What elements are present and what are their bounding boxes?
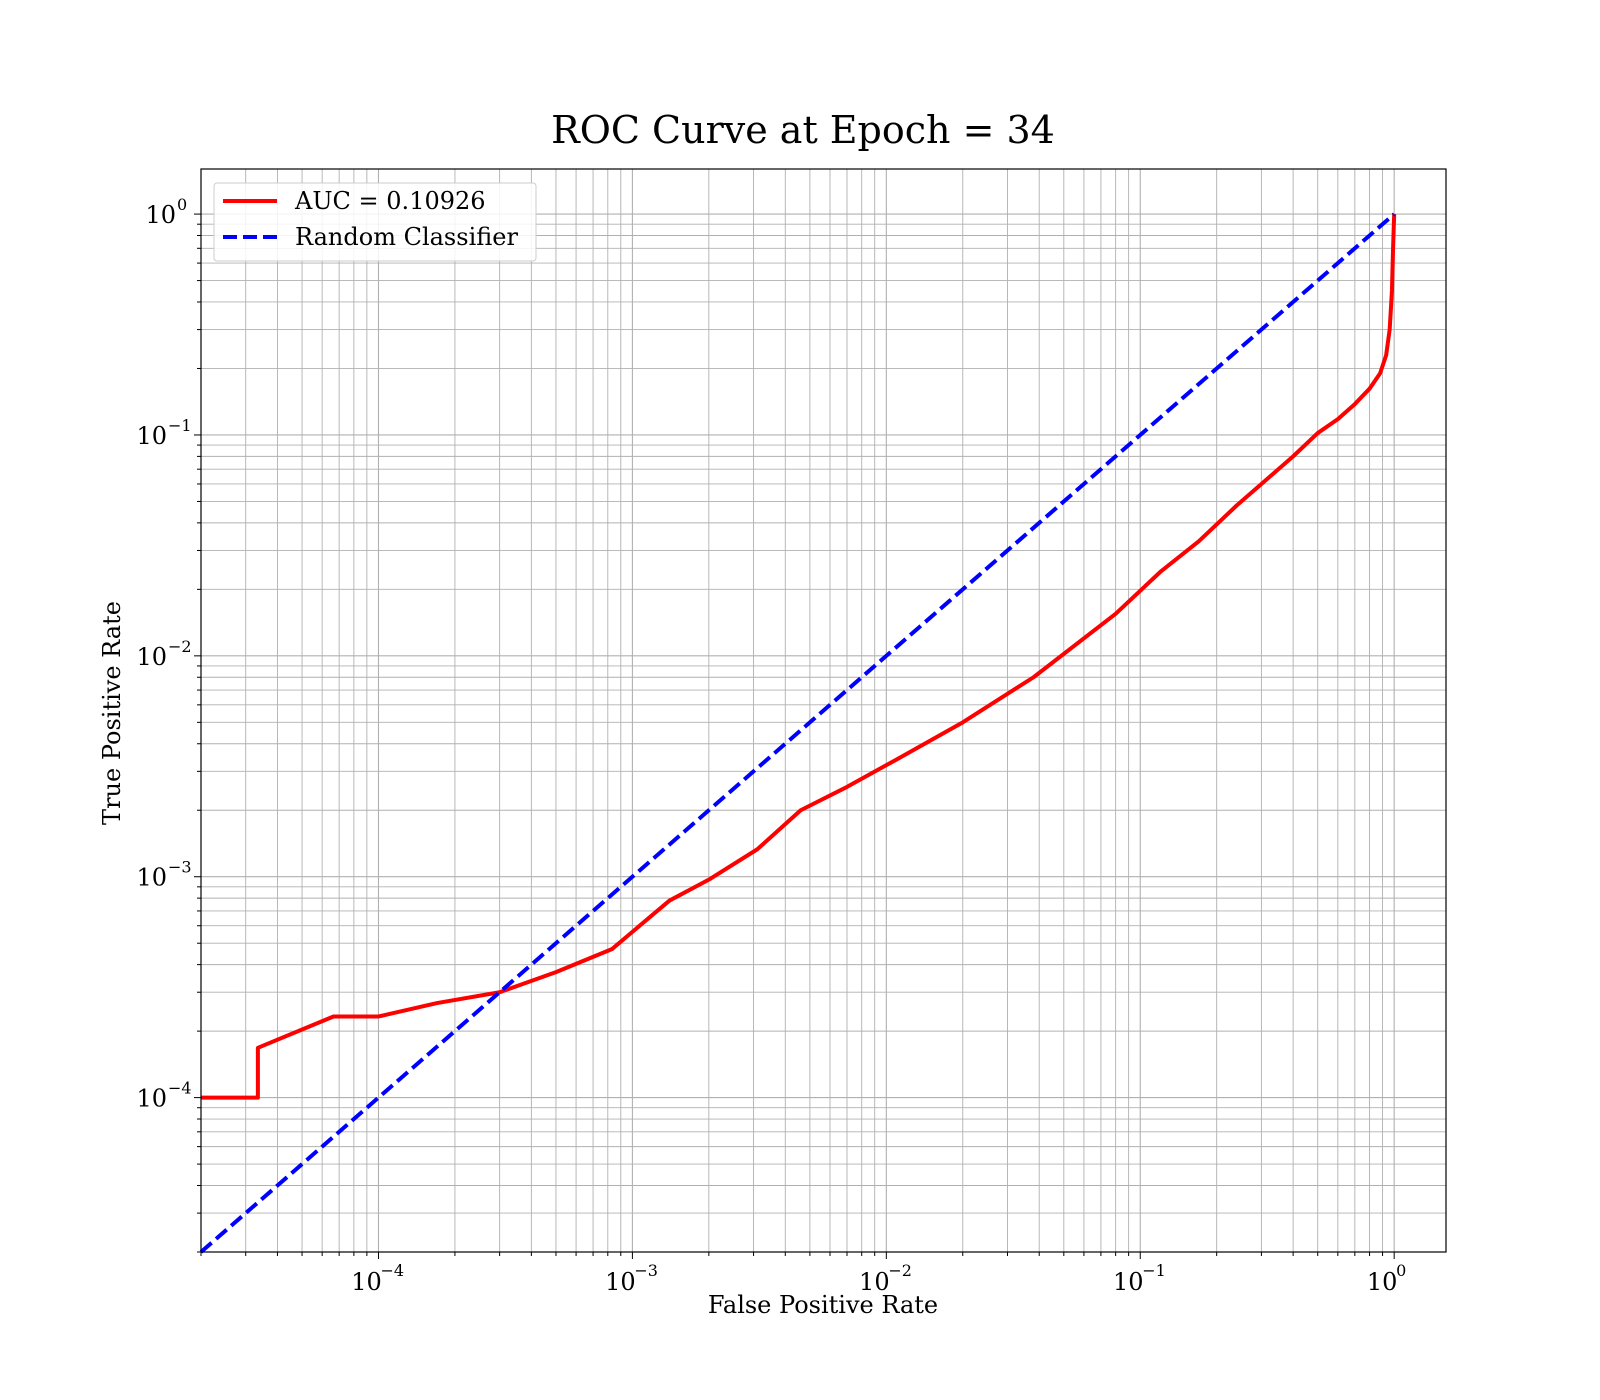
x-tick-label-exponent: 0 — [1396, 1261, 1406, 1280]
x-tick-label-base: 10 — [1113, 1268, 1144, 1296]
x-axis-label: False Positive Rate — [708, 1291, 938, 1319]
y-axis-label: True Positive Rate — [98, 601, 126, 825]
grid — [200, 169, 1446, 1253]
random-classifier-line — [199, 212, 1396, 1254]
y-tick-label-base: 10 — [136, 1085, 167, 1113]
x-tick-label-base: 10 — [351, 1268, 382, 1296]
y-tick-label-exponent: −1 — [168, 416, 192, 435]
legend: AUC = 0.10926 Random Classifier — [213, 182, 537, 262]
y-tick-label: 10 0 — [145, 195, 187, 229]
y-tick-label: 10 −1 — [136, 416, 191, 450]
legend-box — [213, 182, 537, 262]
x-tick-label-base: 10 — [605, 1268, 636, 1296]
y-tick-label-base: 10 — [136, 422, 167, 450]
x-tick-label: 10−1 — [1113, 1261, 1166, 1296]
x-tick-label-exponent: −3 — [634, 1261, 658, 1280]
x-tick-label: 10−3 — [605, 1261, 658, 1296]
chart-title: ROC Curve at Epoch = 34 — [551, 108, 1055, 152]
y-tick-label-exponent: −3 — [168, 858, 192, 877]
x-tick-label-exponent: −2 — [888, 1261, 912, 1280]
x-tick-label-exponent: −4 — [380, 1261, 404, 1280]
x-tick-label-base: 10 — [859, 1268, 890, 1296]
series-layer — [199, 212, 1397, 1254]
x-tick-label-base: 10 — [1367, 1268, 1398, 1296]
y-tick-label-base: 10 — [145, 201, 176, 229]
roc-curve-line — [201, 214, 1397, 1100]
y-tick-label: 10 −4 — [136, 1079, 191, 1113]
x-tick-label-exponent: −1 — [1142, 1261, 1166, 1280]
y-tick-label-exponent: 0 — [177, 195, 187, 214]
y-tick-label: 10 −2 — [136, 637, 191, 671]
plot-area-frame — [200, 168, 1447, 1253]
x-tick-label: 100 — [1367, 1261, 1406, 1296]
x-tick-label: 10−2 — [859, 1261, 912, 1296]
y-tick-label: 10 −3 — [136, 858, 191, 892]
y-tick-label-base: 10 — [136, 864, 167, 892]
y-tick-label-base: 10 — [136, 643, 167, 671]
y-tick-label-exponent: −4 — [168, 1079, 192, 1098]
y-tick-label-exponent: −2 — [168, 637, 192, 656]
legend-label-auc: AUC = 0.10926 — [294, 187, 486, 215]
legend-label-random: Random Classifier — [295, 223, 518, 251]
x-tick-label: 10−4 — [351, 1261, 404, 1296]
